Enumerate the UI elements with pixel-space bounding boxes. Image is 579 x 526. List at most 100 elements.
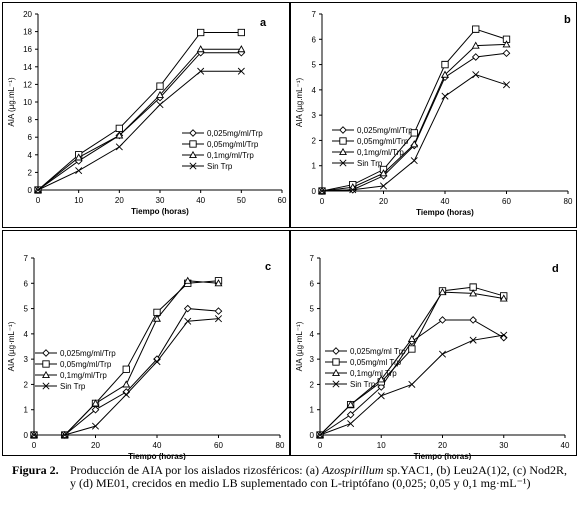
x-tick-label: 0 [318,441,323,450]
marker [156,82,164,90]
legend-marker [42,360,50,368]
x-tick-label: 40 [196,196,205,205]
caption: Figura 2. Producción de AIA por los aisla… [12,464,567,490]
marker [469,336,477,344]
x-tick-label: 80 [564,197,573,206]
y-tick-label: 0 [28,186,33,195]
series-line [37,52,242,191]
marker [184,317,192,325]
marker [410,157,418,165]
marker [346,400,355,408]
marker [197,67,205,75]
y-tick-label: 6 [310,279,315,288]
y-tick-label: 5 [310,305,315,314]
legend-marker [189,129,197,137]
y-axis-title: AIA (µg.mL⁻¹) [295,78,304,128]
y-tick-label: 2 [24,380,29,389]
marker [183,276,192,284]
x-tick-label: 20 [91,441,100,450]
legend-label: 0,1mg/ml/Trp [60,371,107,380]
panel-label: c [265,261,271,273]
y-tick-label: 2 [310,380,315,389]
x-axis-title: Tiempo (horas) [128,452,186,460]
legend-marker [332,368,340,377]
marker [441,92,449,100]
marker [379,182,388,190]
series-line [321,43,507,192]
y-axis-title: AIA (µg.mL⁻¹) [7,77,16,127]
series-line [321,52,507,192]
marker [214,307,223,315]
marker [122,365,130,373]
caption-text: sp.YAC1, (b) Leu2A(1)2, (c) Nod2R, y (d)… [70,463,567,490]
legend-label: 0,025mg/ml/Trp [60,349,116,358]
y-tick-label: 2 [28,168,33,177]
caption-italic: Azospirillum [322,463,384,477]
legend-marker [339,137,347,145]
marker [441,60,449,69]
marker [122,391,130,399]
marker [379,169,388,177]
legend-label: 0,1mg/ml/Trp [357,148,404,157]
y-tick-label: 0 [24,431,29,440]
legend-marker [339,126,347,134]
x-tick-label: 20 [379,197,388,206]
marker [502,49,511,58]
series-line [319,291,504,436]
legend-label: 0,1mg/ml Trp [350,369,397,378]
x-tick-label: 0 [32,441,37,450]
legend-label: 0,025mg/ml/Trp [357,126,413,135]
panel-label: a [260,17,267,29]
x-axis-title: Tiempo (horas) [414,452,472,460]
marker [237,28,245,37]
marker [75,167,83,175]
x-tick-label: 10 [74,196,83,205]
y-tick-label: 0 [310,431,315,440]
marker [115,131,124,139]
x-tick-label: 40 [153,441,162,450]
marker [237,67,245,75]
marker [346,410,355,419]
marker [377,392,385,400]
y-tick-label: 8 [28,116,33,125]
marker [237,45,246,53]
y-tick-label: 6 [312,35,317,44]
marker [156,101,164,109]
marker [502,40,511,48]
series-line [37,48,242,191]
y-tick-label: 0 [312,187,317,196]
y-tick-label: 1 [24,406,29,415]
marker [408,380,416,388]
marker [438,316,447,324]
y-axis-title: AIA (µg·mL⁻¹) [295,321,304,371]
x-axis-title: Tiempo (horas) [416,208,474,217]
marker [156,90,164,98]
marker [196,45,205,53]
marker [410,129,418,137]
marker [91,405,100,414]
marker [502,81,511,89]
y-tick-label: 4 [24,330,29,339]
marker [499,333,508,342]
x-tick-label: 20 [438,441,447,450]
marker [349,186,357,194]
chart-panel: 0 1 2 3 4 5 6 7 0 20 40 60 80 Tiempo (horas) AIA (µg.m… [290,2,577,228]
marker [316,431,324,439]
y-tick-label: 4 [310,330,315,339]
y-tick-label: 7 [310,254,315,263]
x-tick-label: 30 [499,441,508,450]
legend-label: 0,05mg/ml/Trp [357,137,409,146]
marker [74,153,83,161]
panel-frame [290,2,577,228]
marker [347,420,355,428]
y-tick-label: 3 [312,111,317,120]
x-tick-label: 20 [115,196,124,205]
y-tick-label: 6 [28,133,33,142]
x-tick-label: 30 [156,196,165,205]
marker [469,283,477,291]
legend-label: 0,025mg/ml/Trp [207,129,263,138]
marker [469,316,477,324]
y-tick-label: 12 [23,80,32,89]
x-tick-label: 0 [36,196,41,205]
marker [407,334,416,342]
